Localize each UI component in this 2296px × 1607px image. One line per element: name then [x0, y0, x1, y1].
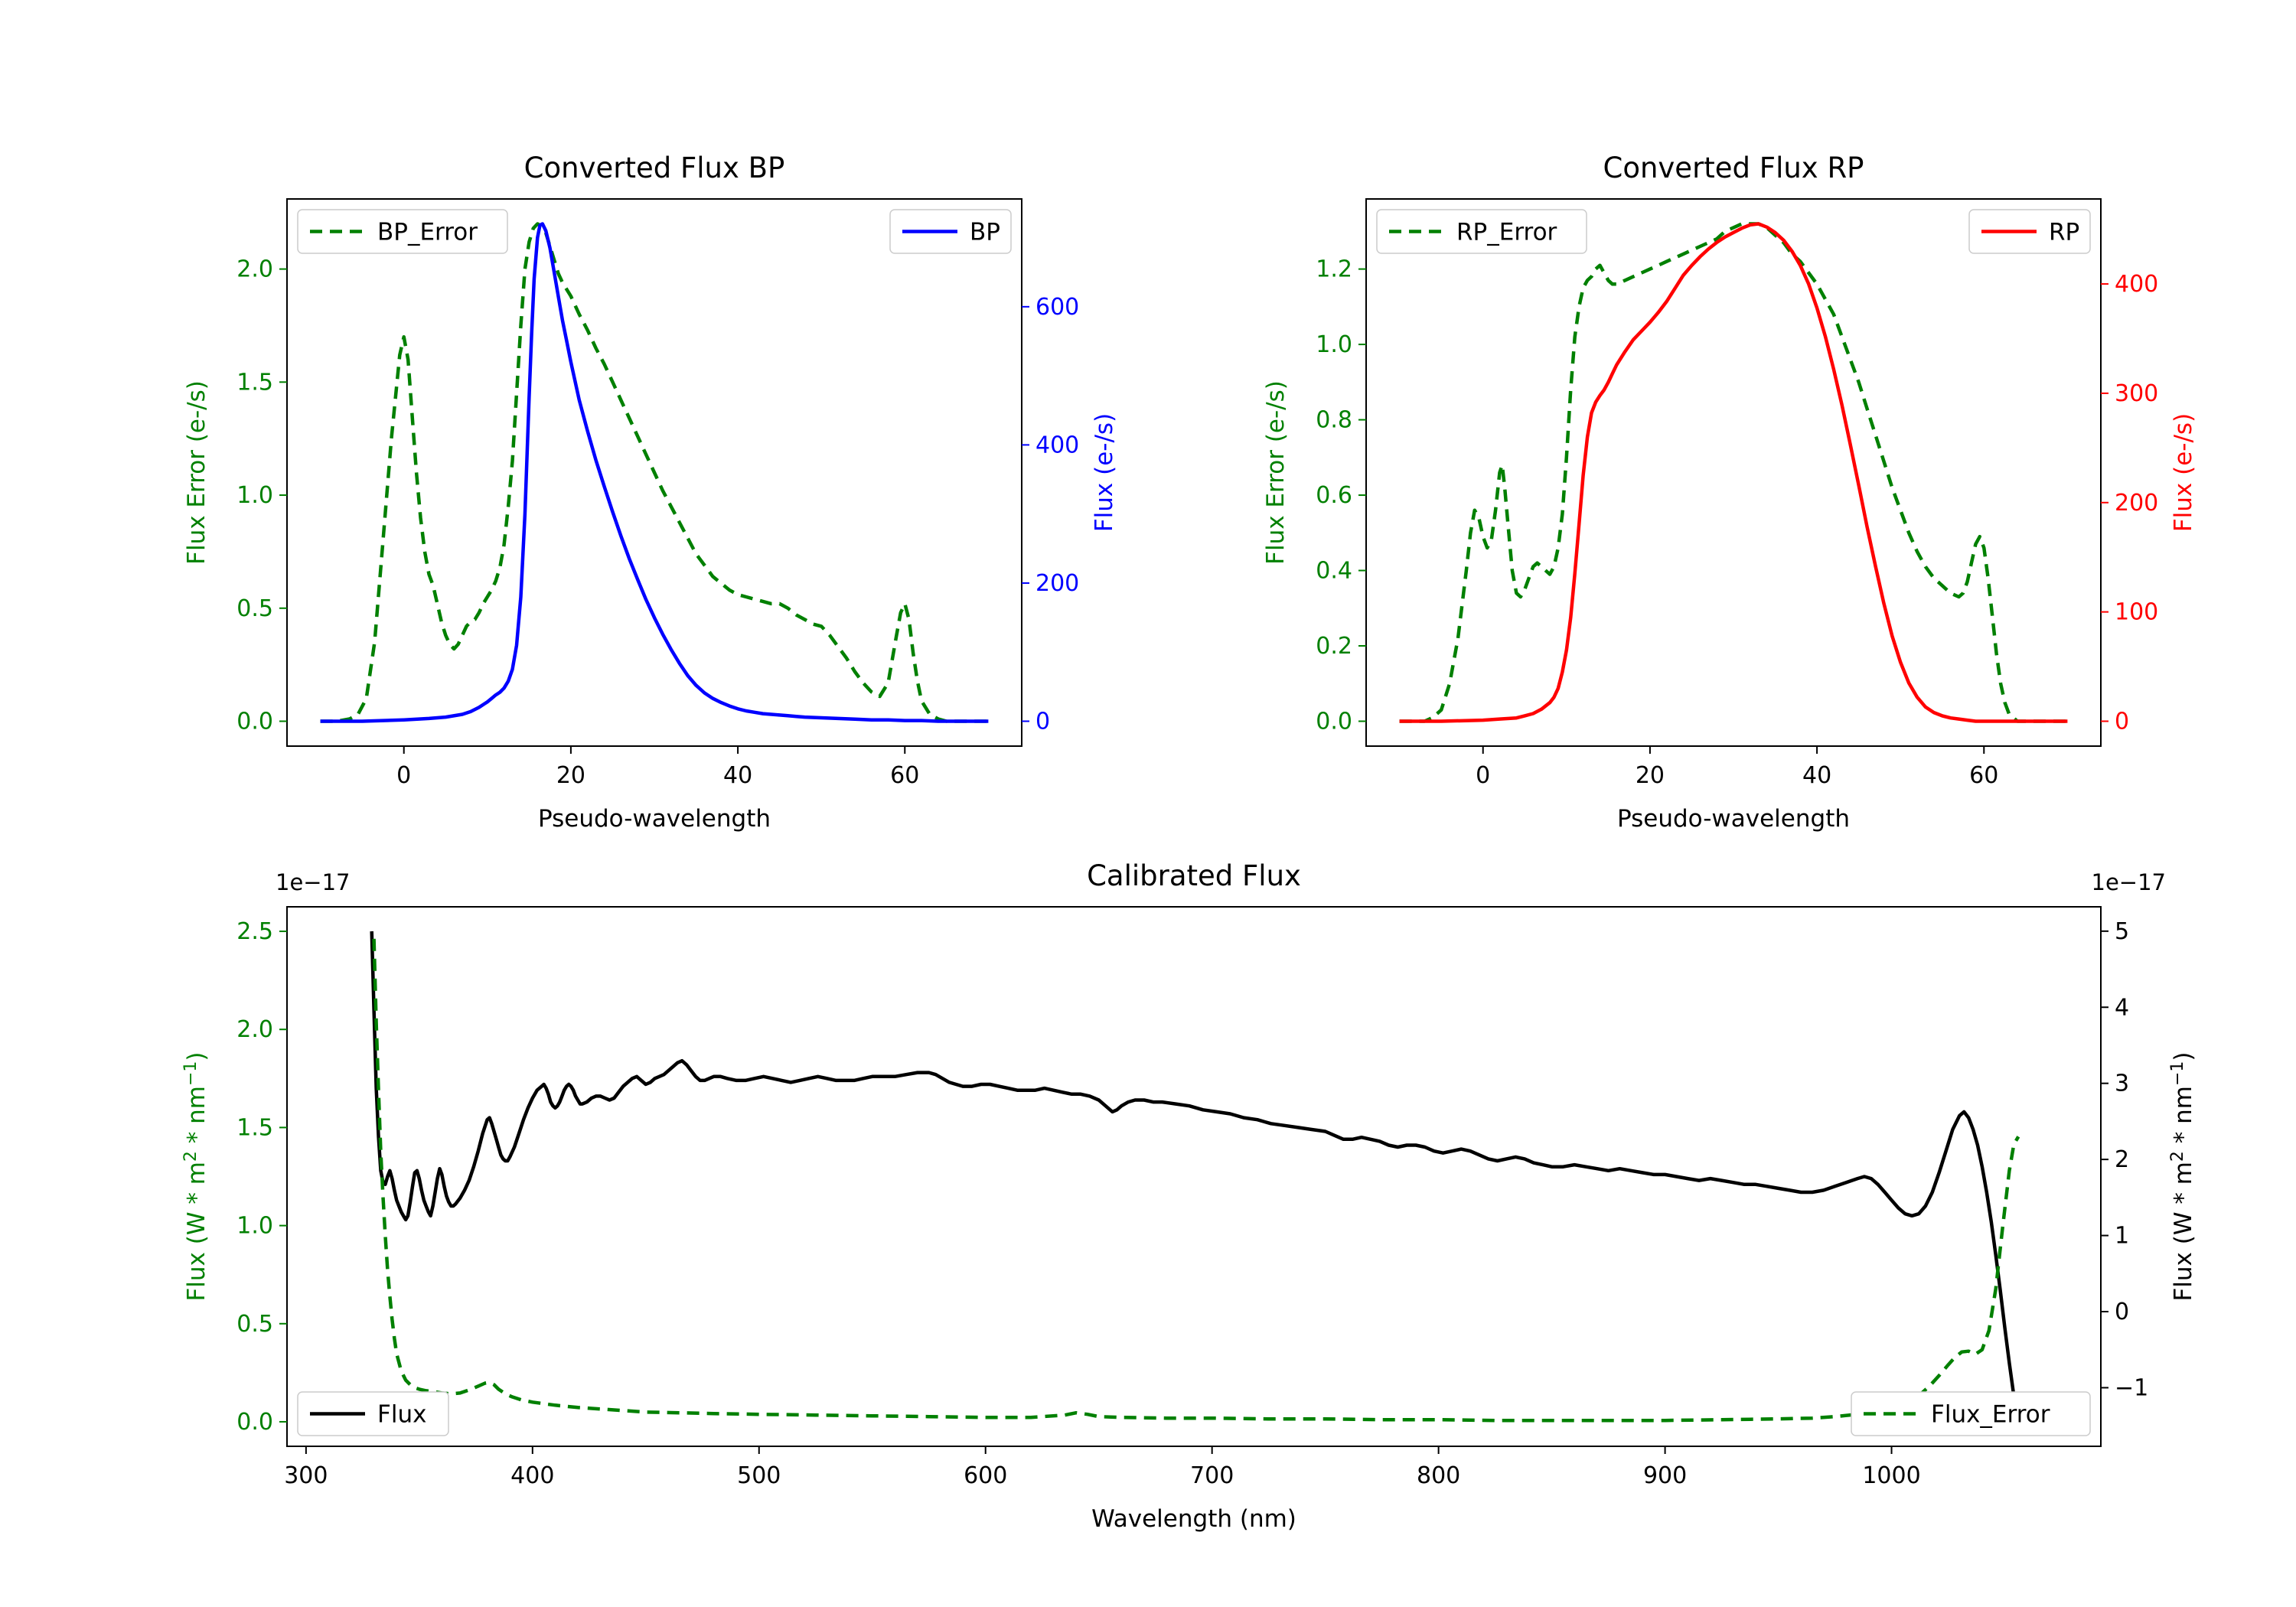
- y-tick-label-right: −1: [2115, 1374, 2148, 1401]
- y-tick-label-left: 1.5: [236, 369, 273, 396]
- offset-text-right: 1e−17: [2092, 869, 2167, 895]
- y-tick-label-right: 400: [2115, 271, 2158, 298]
- y-tick-label-right: 300: [2115, 380, 2158, 407]
- y-tick-label-left: 0.4: [1316, 558, 1352, 585]
- rp-error-line: [1399, 222, 2068, 723]
- chart-converted-flux-rp: 0 20 40 60 0.0 0.2 0.4 0.6 0.8 1.0 1.2 0 100 200 300 40…: [1262, 152, 2197, 833]
- y-tick-label-left: 0.2: [1316, 633, 1352, 660]
- y-tick-label-left: 2.0: [236, 256, 273, 283]
- y-tick-label-right: 2: [2115, 1146, 2129, 1173]
- chart-calibrated-flux: 300 400 500 600 700 800 900 1000 0.0 0.5 1.0 1.5 2.0…: [181, 859, 2197, 1533]
- y-tick-label-right: 0: [2115, 709, 2129, 735]
- legend-label-bp_error: BP_Error: [377, 219, 478, 246]
- y-axis-label-left-converted-flux-bp: Flux Error (e-/s): [183, 380, 210, 565]
- y-tick-label-left: 0.8: [1316, 407, 1352, 434]
- legend-label-rp: RP: [2049, 219, 2079, 246]
- legend-label-bp: BP: [970, 219, 1000, 246]
- y-tick-label-right: 400: [1035, 432, 1079, 458]
- x-tick-label: 700: [1190, 1462, 1234, 1489]
- legend-box-flux: [297, 1391, 449, 1436]
- axes-frame-converted-flux-rp: [1365, 198, 2102, 747]
- x-tick-label: 0: [396, 762, 411, 789]
- x-tick-label: 500: [737, 1462, 781, 1489]
- y-tick-label-left: 1.5: [236, 1114, 273, 1141]
- x-tick-label: 40: [723, 762, 752, 789]
- y-tick-label-right: 1: [2115, 1223, 2129, 1250]
- y-tick-label-right: 0: [1035, 709, 1050, 735]
- y-tick-label-left: 0.0: [236, 1409, 273, 1436]
- y-axis-label-right-converted-flux-bp: Flux (e-/s): [1091, 413, 1118, 532]
- x-tick-label: 0: [1476, 762, 1490, 789]
- y-axis-label-right-converted-flux-rp: Flux (e-/s): [2170, 413, 2197, 532]
- y-tick-label-left: 0.5: [236, 1311, 273, 1338]
- x-tick-label: 600: [964, 1462, 1007, 1489]
- rp-line: [1399, 222, 2068, 723]
- offset-text-left: 1e−17: [276, 869, 351, 895]
- x-tick-label: 400: [510, 1462, 554, 1489]
- y-tick-label-left: 0.0: [236, 709, 273, 735]
- legend-label-flux_error: Flux_Error: [1931, 1401, 2050, 1429]
- y-tick-label-right: 200: [2115, 490, 2158, 517]
- y-tick-label-left: 0.5: [236, 595, 273, 622]
- bp-line: [320, 222, 989, 723]
- y-tick-label-left: 2.5: [236, 918, 273, 945]
- y-tick-label-left: 1.2: [1316, 256, 1352, 283]
- y-axis-label-right-calibrated-flux: Flux (W * m2 * nm−1): [2168, 1051, 2197, 1301]
- x-axis-label-converted-flux-bp: Pseudo-wavelength: [538, 805, 771, 833]
- y-tick-label-left: 1.0: [1316, 331, 1352, 358]
- y-tick-label-right: 4: [2115, 994, 2129, 1021]
- axes-frame-calibrated-flux: [286, 906, 2102, 1447]
- y-tick-label-right: 200: [1035, 570, 1079, 597]
- chart-title-converted-flux-bp: Converted Flux BP: [524, 152, 785, 184]
- x-tick-label: 300: [284, 1462, 328, 1489]
- flux-line: [370, 931, 2020, 1416]
- x-tick-label: 1000: [1862, 1462, 1920, 1489]
- x-axis-label-converted-flux-rp: Pseudo-wavelength: [1617, 805, 1850, 833]
- y-tick-label-right: 0: [2115, 1299, 2129, 1325]
- y-tick-label-right: 100: [2115, 599, 2158, 626]
- x-tick-label: 20: [1636, 762, 1665, 789]
- legend-box-rp_error: [1376, 209, 1587, 254]
- chart-title-converted-flux-rp: Converted Flux RP: [1603, 152, 1864, 184]
- y-tick-label-left: 1.0: [236, 482, 273, 509]
- y-tick-label-right: 3: [2115, 1071, 2129, 1097]
- y-axis-label-left-calibrated-flux: Flux (W * m2 * nm−1): [181, 1051, 210, 1301]
- y-tick-label-right: 5: [2115, 918, 2129, 945]
- legend-box-flux_error: [1851, 1391, 2091, 1436]
- x-tick-label: 800: [1417, 1462, 1460, 1489]
- y-tick-label-left: 0.0: [1316, 709, 1352, 735]
- y-axis-label-left-converted-flux-rp: Flux Error (e-/s): [1262, 380, 1290, 565]
- y-tick-label-left: 1.0: [236, 1213, 273, 1240]
- chart-converted-flux-bp: 0 20 40 60 0.0 0.5 1.0 1.5 2.0 0 200 400 600 Converte…: [183, 152, 1118, 833]
- x-tick-label: 60: [890, 762, 919, 789]
- legend-label-rp_error: RP_Error: [1456, 219, 1557, 246]
- flux-error-line: [372, 938, 2020, 1423]
- y-tick-label-left: 0.6: [1316, 482, 1352, 509]
- x-axis-label-calibrated-flux: Wavelength (nm): [1091, 1505, 1296, 1533]
- x-tick-label: 900: [1643, 1462, 1687, 1489]
- legend-box-bp_error: [297, 209, 508, 254]
- chart-title-calibrated-flux: Calibrated Flux: [1087, 859, 1301, 892]
- legend-label-flux: Flux: [377, 1401, 426, 1429]
- x-tick-label: 40: [1802, 762, 1831, 789]
- x-tick-label: 20: [556, 762, 585, 789]
- y-tick-label-left: 2.0: [236, 1016, 273, 1043]
- bp-error-line: [320, 222, 989, 723]
- y-tick-label-right: 600: [1035, 294, 1079, 321]
- axes-frame-converted-flux-bp: [286, 198, 1022, 747]
- x-tick-label: 60: [1969, 762, 1998, 789]
